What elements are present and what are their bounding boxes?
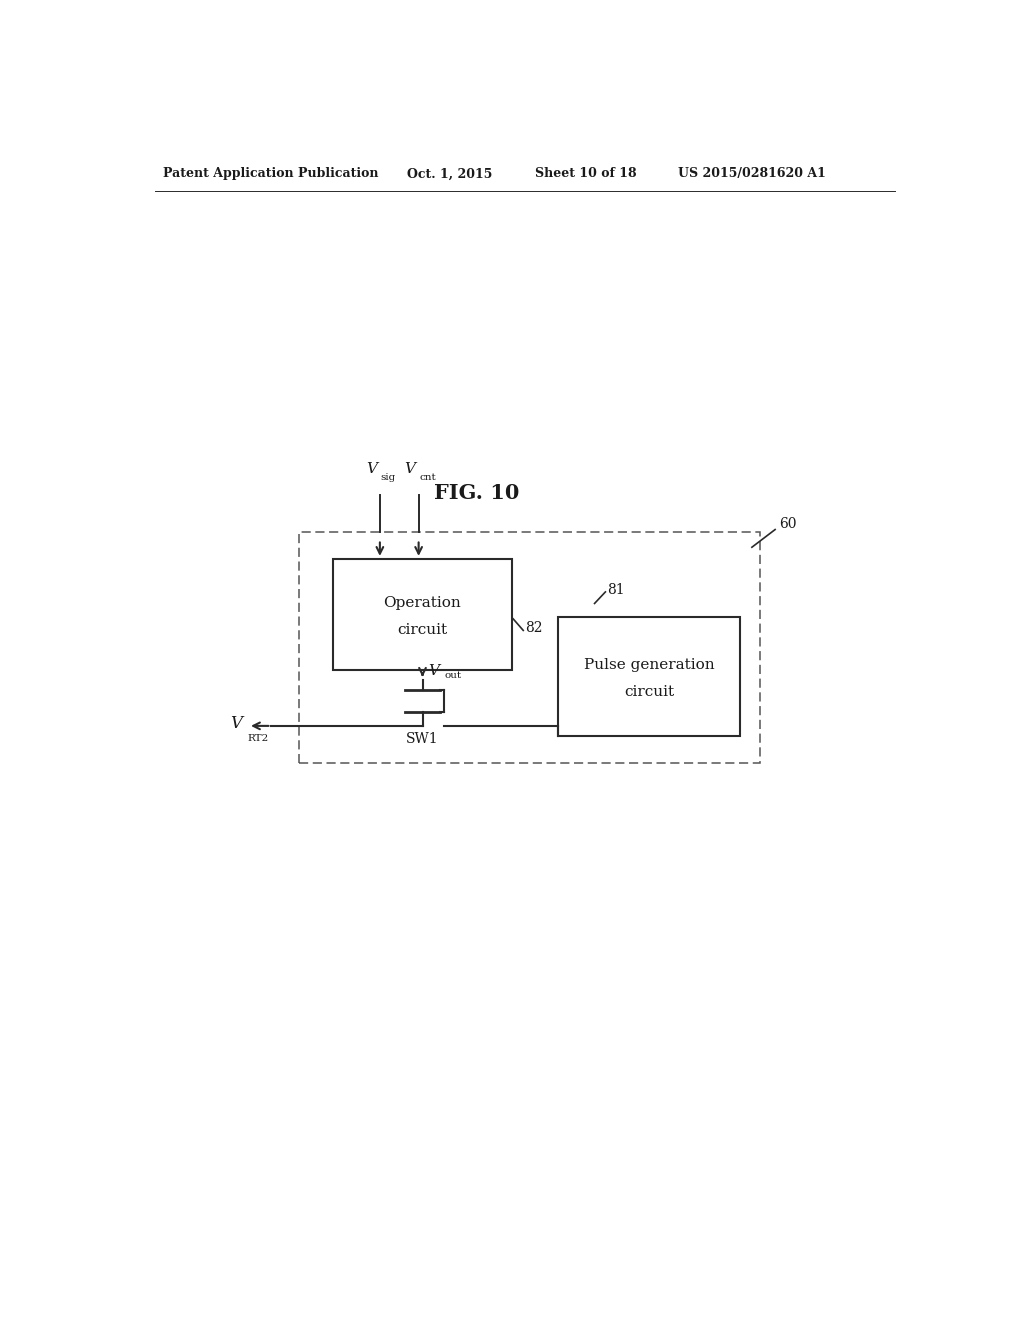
Text: out: out (444, 672, 462, 680)
Text: circuit: circuit (624, 685, 674, 698)
Text: V: V (404, 462, 416, 477)
Bar (299, 532, 760, 763)
Text: Operation: Operation (384, 597, 462, 610)
Text: Patent Application Publication: Patent Application Publication (163, 168, 379, 181)
Text: V: V (366, 462, 377, 477)
Bar (558, 616, 740, 737)
Text: Sheet 10 of 18: Sheet 10 of 18 (535, 168, 637, 181)
Text: 82: 82 (524, 622, 543, 635)
Text: SW1: SW1 (407, 733, 439, 746)
Text: circuit: circuit (397, 623, 447, 638)
Bar (334, 558, 512, 671)
Text: cnt: cnt (420, 473, 436, 482)
Text: Oct. 1, 2015: Oct. 1, 2015 (407, 168, 493, 181)
Text: 81: 81 (607, 582, 625, 597)
Text: US 2015/0281620 A1: US 2015/0281620 A1 (678, 168, 826, 181)
Text: V: V (429, 664, 439, 678)
Text: FIG. 10: FIG. 10 (434, 483, 519, 503)
Text: V: V (230, 715, 242, 733)
Text: Pulse generation: Pulse generation (584, 657, 715, 672)
Text: sig: sig (381, 473, 396, 482)
Text: 60: 60 (779, 517, 797, 531)
Text: RT2: RT2 (248, 734, 269, 743)
